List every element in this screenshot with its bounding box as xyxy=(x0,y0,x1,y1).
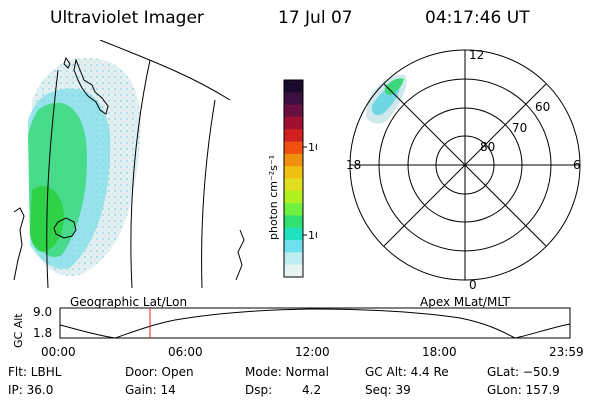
altitude-plot: 9.0 1.8 GC Alt xyxy=(12,305,571,348)
header-title: Ultraviolet Imager xyxy=(50,8,204,28)
mlt-label-0: 0 xyxy=(469,278,477,290)
colorbar-swatch xyxy=(284,252,303,266)
footer-mode: Mode: Normal xyxy=(245,365,329,379)
geographic-image-panel xyxy=(13,40,245,289)
colorbar-swatch xyxy=(284,104,303,118)
coastline-left xyxy=(13,207,25,281)
altitude-tick-1.8: 1.8 xyxy=(33,326,52,340)
footer-gain: Gain: 14 xyxy=(125,383,176,397)
footer-glat: GLat: −50.9 xyxy=(487,365,560,379)
footer-glon: GLon: 157.9 xyxy=(487,383,560,397)
grid-line xyxy=(99,40,231,101)
mlt-label-6: 6 xyxy=(573,158,581,172)
colorbar-swatch xyxy=(284,80,303,93)
footer-door: Door: Open xyxy=(125,365,194,379)
header-date: 17 Jul 07 xyxy=(278,8,353,28)
colorbar-swatch xyxy=(284,215,303,229)
footer-flt: Flt: LBHL xyxy=(8,365,62,379)
colorbar-swatch xyxy=(284,116,303,130)
geographic-panel-label: Geographic Lat/Lon xyxy=(70,295,188,309)
coastline-island xyxy=(53,217,77,239)
colorbar-tick-100: 100 xyxy=(308,141,317,154)
grid-line xyxy=(201,99,216,289)
colorbar-swatch xyxy=(284,153,303,167)
altitude-ylabel: GC Alt xyxy=(12,313,25,348)
lat-label-70: 70 xyxy=(512,121,527,135)
colorbar-swatch xyxy=(284,190,303,204)
footer-dsp-value: 4.2 xyxy=(302,383,322,397)
colorbar: 100 10 photon cm⁻²s⁻¹ xyxy=(267,79,317,278)
footer-gc-alt: GC Alt: 4.4 Re xyxy=(365,365,449,379)
colorbar-swatch xyxy=(284,166,303,179)
colorbar-tick-10: 10 xyxy=(308,229,317,242)
coastline-small xyxy=(63,56,71,69)
colorbar-swatch xyxy=(284,240,303,253)
colorbar-swatch xyxy=(284,92,303,106)
lat-label-60: 60 xyxy=(535,100,550,114)
footer-dsp-label: Dsp: xyxy=(245,383,273,397)
colorbar-swatch xyxy=(284,203,303,216)
x-tick-1800: 18:00 xyxy=(422,345,457,359)
altitude-curve xyxy=(59,308,571,339)
colorbar-unit-label: photon cm⁻²s⁻¹ xyxy=(267,155,280,240)
footer-seq: Seq: 39 xyxy=(365,383,411,397)
polar-plot: 12 18 6 0 60 70 80 xyxy=(346,48,581,290)
aurora-polar-green xyxy=(384,78,404,95)
grid-line xyxy=(46,69,59,289)
footer-ip: IP: 36.0 xyxy=(8,383,54,397)
colorbar-swatch xyxy=(284,178,303,192)
mlt-label-12: 12 xyxy=(469,48,484,62)
x-tick-0600: 06:00 xyxy=(168,345,203,359)
colorbar-swatch xyxy=(284,227,303,241)
header-time: 04:17:46 UT xyxy=(425,8,530,28)
lat-label-80: 80 xyxy=(480,140,495,154)
x-tick-1200: 12:00 xyxy=(295,345,330,359)
coastline xyxy=(73,58,109,115)
mlt-label-18: 18 xyxy=(346,158,361,172)
x-tick-0000: 00:00 xyxy=(41,345,76,359)
x-tick-2359: 23:59 xyxy=(549,345,584,359)
colorbar-swatch xyxy=(284,141,303,155)
apex-panel-label: Apex MLat/MLT xyxy=(420,295,510,309)
altitude-tick-9: 9.0 xyxy=(33,305,52,319)
coastline-right xyxy=(235,229,245,281)
grid-line xyxy=(130,59,151,289)
colorbar-swatch xyxy=(284,264,303,278)
colorbar-swatch xyxy=(284,129,303,143)
